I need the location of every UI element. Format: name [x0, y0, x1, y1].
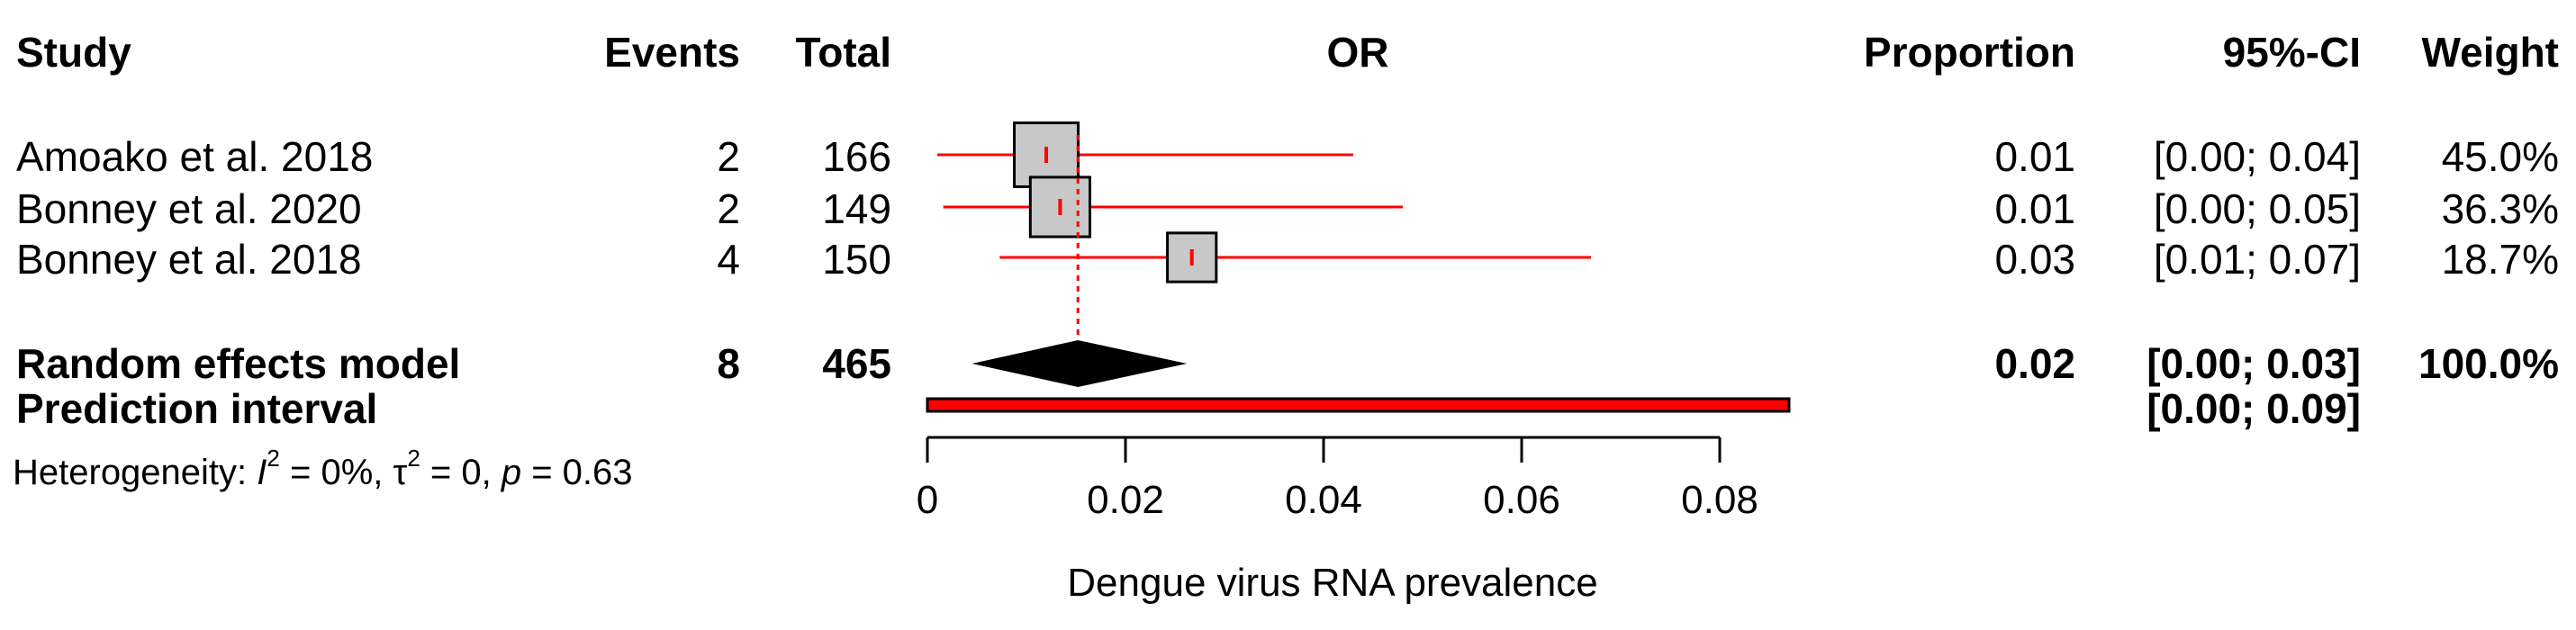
study-row-3: Bonney et al. 2018 4 150 0.03 [0.01; 0.0…: [16, 231, 2559, 284]
study-name: Amoako et al. 2018: [16, 133, 373, 180]
study-total: 150: [822, 236, 891, 283]
random-effects-ci-text: [0.00; 0.03]: [2147, 340, 2361, 387]
header-total: Total: [796, 29, 891, 76]
x-axis: 0 0.02 0.04 0.06 0.08: [917, 436, 1758, 522]
tau-superscript: 2: [407, 445, 420, 472]
x-tick-label: 0.02: [1087, 478, 1164, 522]
study-total: 149: [822, 185, 891, 232]
study-events: 2: [717, 133, 740, 180]
p-value: = 0.63: [521, 453, 632, 492]
i2-value: = 0%,: [280, 453, 393, 492]
heterogeneity-prefix: Heterogeneity:: [13, 453, 257, 492]
study-events: 4: [717, 236, 740, 283]
random-effects-row: Random effects model 8 465 0.02 [0.00; 0…: [16, 340, 2559, 387]
study-ci-text: [0.00; 0.04]: [2154, 133, 2361, 180]
study-row-2: Bonney et al. 2020 2 149 0.01 [0.00; 0.0…: [16, 176, 2559, 238]
random-effects-total: 465: [822, 340, 891, 387]
tau-value: = 0,: [420, 453, 502, 492]
header-plot: OR: [1327, 29, 1389, 76]
i2-symbol: I: [257, 453, 267, 492]
study-proportion: 0.01: [1994, 185, 2075, 232]
study-name: Bonney et al. 2020: [16, 185, 362, 232]
x-tick-label: 0: [917, 478, 938, 522]
study-proportion: 0.01: [1994, 133, 2075, 180]
prediction-interval-bar: [926, 397, 1791, 413]
random-effects-proportion: 0.02: [1994, 340, 2075, 387]
study-weight: 18.7%: [2442, 236, 2559, 283]
header-ci: 95%-CI: [2223, 29, 2361, 76]
x-tick-label: 0.06: [1483, 478, 1560, 522]
x-tick-label: 0.04: [1285, 478, 1362, 522]
i2-superscript: 2: [267, 445, 279, 472]
study-ci-text: [0.00; 0.05]: [2154, 185, 2361, 232]
header-events: Events: [604, 29, 740, 76]
prediction-interval-ci-text: [0.00; 0.09]: [2147, 385, 2361, 432]
random-effects-label: Random effects model: [16, 340, 460, 387]
tau-symbol: τ: [393, 453, 408, 492]
column-headers: Study Events Total OR Proportion 95%-CI …: [16, 29, 2559, 76]
header-weight: Weight: [2422, 29, 2559, 76]
study-weight: 45.0%: [2442, 133, 2559, 180]
prediction-interval-label: Prediction interval: [16, 385, 377, 432]
study-events: 2: [717, 185, 740, 232]
study-row-1: Amoako et al. 2018 2 166 0.01 [0.00; 0.0…: [16, 122, 2559, 188]
study-weight: 36.3%: [2442, 185, 2559, 232]
study-proportion: 0.03: [1994, 236, 2075, 283]
p-symbol: p: [501, 453, 521, 492]
study-total: 166: [822, 133, 891, 180]
study-ci-text: [0.01; 0.07]: [2154, 236, 2361, 283]
x-tick-label: 0.08: [1681, 478, 1758, 522]
heterogeneity-text: Heterogeneity: I2 = 0%, τ2 = 0, p = 0.63: [13, 445, 633, 492]
prediction-interval-row: Prediction interval [0.00; 0.09]: [16, 385, 2361, 432]
header-study: Study: [16, 29, 131, 76]
x-axis-label: Dengue virus RNA prevalence: [1067, 561, 1597, 605]
pooled-estimate-diamond: [972, 340, 1188, 387]
random-effects-events: 8: [717, 340, 740, 387]
random-effects-weight: 100.0%: [2418, 340, 2559, 387]
study-name: Bonney et al. 2018: [16, 236, 362, 283]
header-proportion: Proportion: [1864, 29, 2075, 76]
